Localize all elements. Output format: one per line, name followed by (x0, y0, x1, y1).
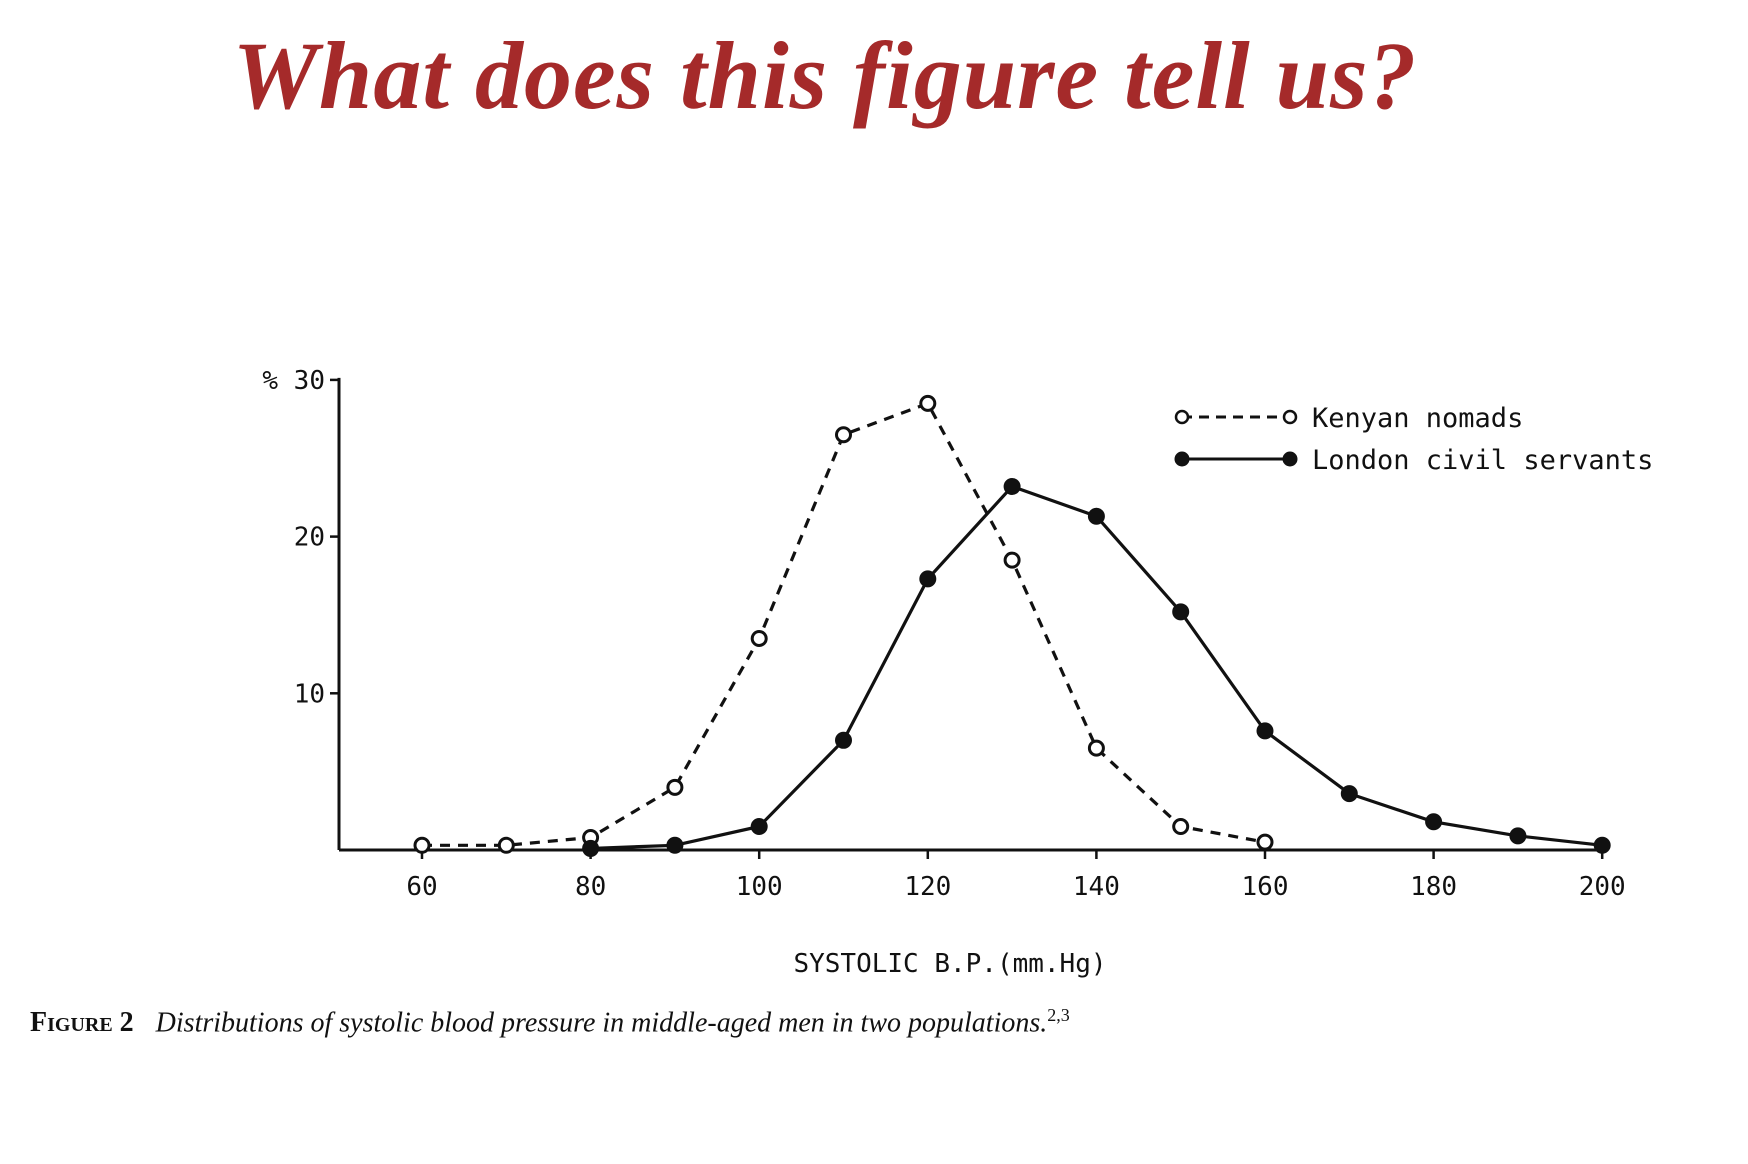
figure-caption: Figure 2 Distributions of systolic blood … (30, 1005, 1070, 1039)
data-point (1340, 785, 1358, 803)
data-point (919, 570, 937, 588)
data-point (750, 629, 768, 647)
data-point (1087, 507, 1105, 525)
x-tick-label: 200 (1579, 872, 1626, 902)
data-point (1256, 833, 1274, 851)
slide-title: What does this figure tell us? (232, 22, 1418, 129)
chart-legend: Kenyan nomads London civil servants (1174, 403, 1653, 476)
x-tick-label: 60 (406, 872, 437, 902)
x-tick-label: 120 (904, 872, 951, 902)
chart-axes: 10 20 % 30 60 80 100 120 140 160 180 200 (262, 366, 1625, 902)
x-tick-label: 180 (1410, 872, 1457, 902)
data-point (582, 839, 600, 857)
y-tick-label: 10 (294, 679, 325, 709)
data-point (497, 836, 515, 854)
x-tick-label: 100 (736, 872, 783, 902)
data-point (413, 836, 431, 854)
data-point (750, 817, 768, 835)
data-point (1172, 603, 1190, 621)
data-point (1509, 827, 1527, 845)
x-tick-label: 160 (1242, 872, 1289, 902)
data-point (1172, 817, 1190, 835)
x-tick-label: 140 (1073, 872, 1120, 902)
data-point (835, 731, 852, 749)
data-point (919, 394, 937, 412)
legend-label: London civil servants (1312, 445, 1653, 476)
x-axis-title: SYSTOLIC B.P.(mm.Hg) (793, 949, 1106, 979)
data-point (666, 778, 684, 796)
chart-series (413, 394, 1611, 857)
figure-label: Figure 2 (30, 1007, 134, 1039)
x-tick-label: 80 (575, 872, 606, 902)
data-point (835, 426, 852, 444)
data-point (1003, 551, 1021, 569)
data-point (1425, 813, 1443, 831)
data-point (1256, 722, 1274, 740)
data-point (666, 836, 684, 854)
filled-circle-marker-icon (1282, 451, 1298, 467)
series-kenyan-nomads (413, 394, 1274, 854)
figure-citation: 2,3 (1047, 1005, 1070, 1025)
figure-caption-text: Distributions of systolic blood pressure… (155, 1007, 1048, 1039)
series-london-civil-servants (582, 477, 1611, 857)
data-point (1003, 477, 1021, 495)
y-tick-label: 20 (294, 523, 325, 553)
open-circle-marker-icon (1174, 409, 1190, 425)
legend-label: Kenyan nomads (1312, 403, 1523, 434)
data-point (1593, 836, 1611, 854)
filled-circle-marker-icon (1174, 451, 1190, 467)
y-tick-label: % 30 (262, 366, 325, 396)
open-circle-marker-icon (1282, 409, 1298, 425)
series-line (422, 401, 1266, 847)
data-point (1087, 739, 1105, 757)
